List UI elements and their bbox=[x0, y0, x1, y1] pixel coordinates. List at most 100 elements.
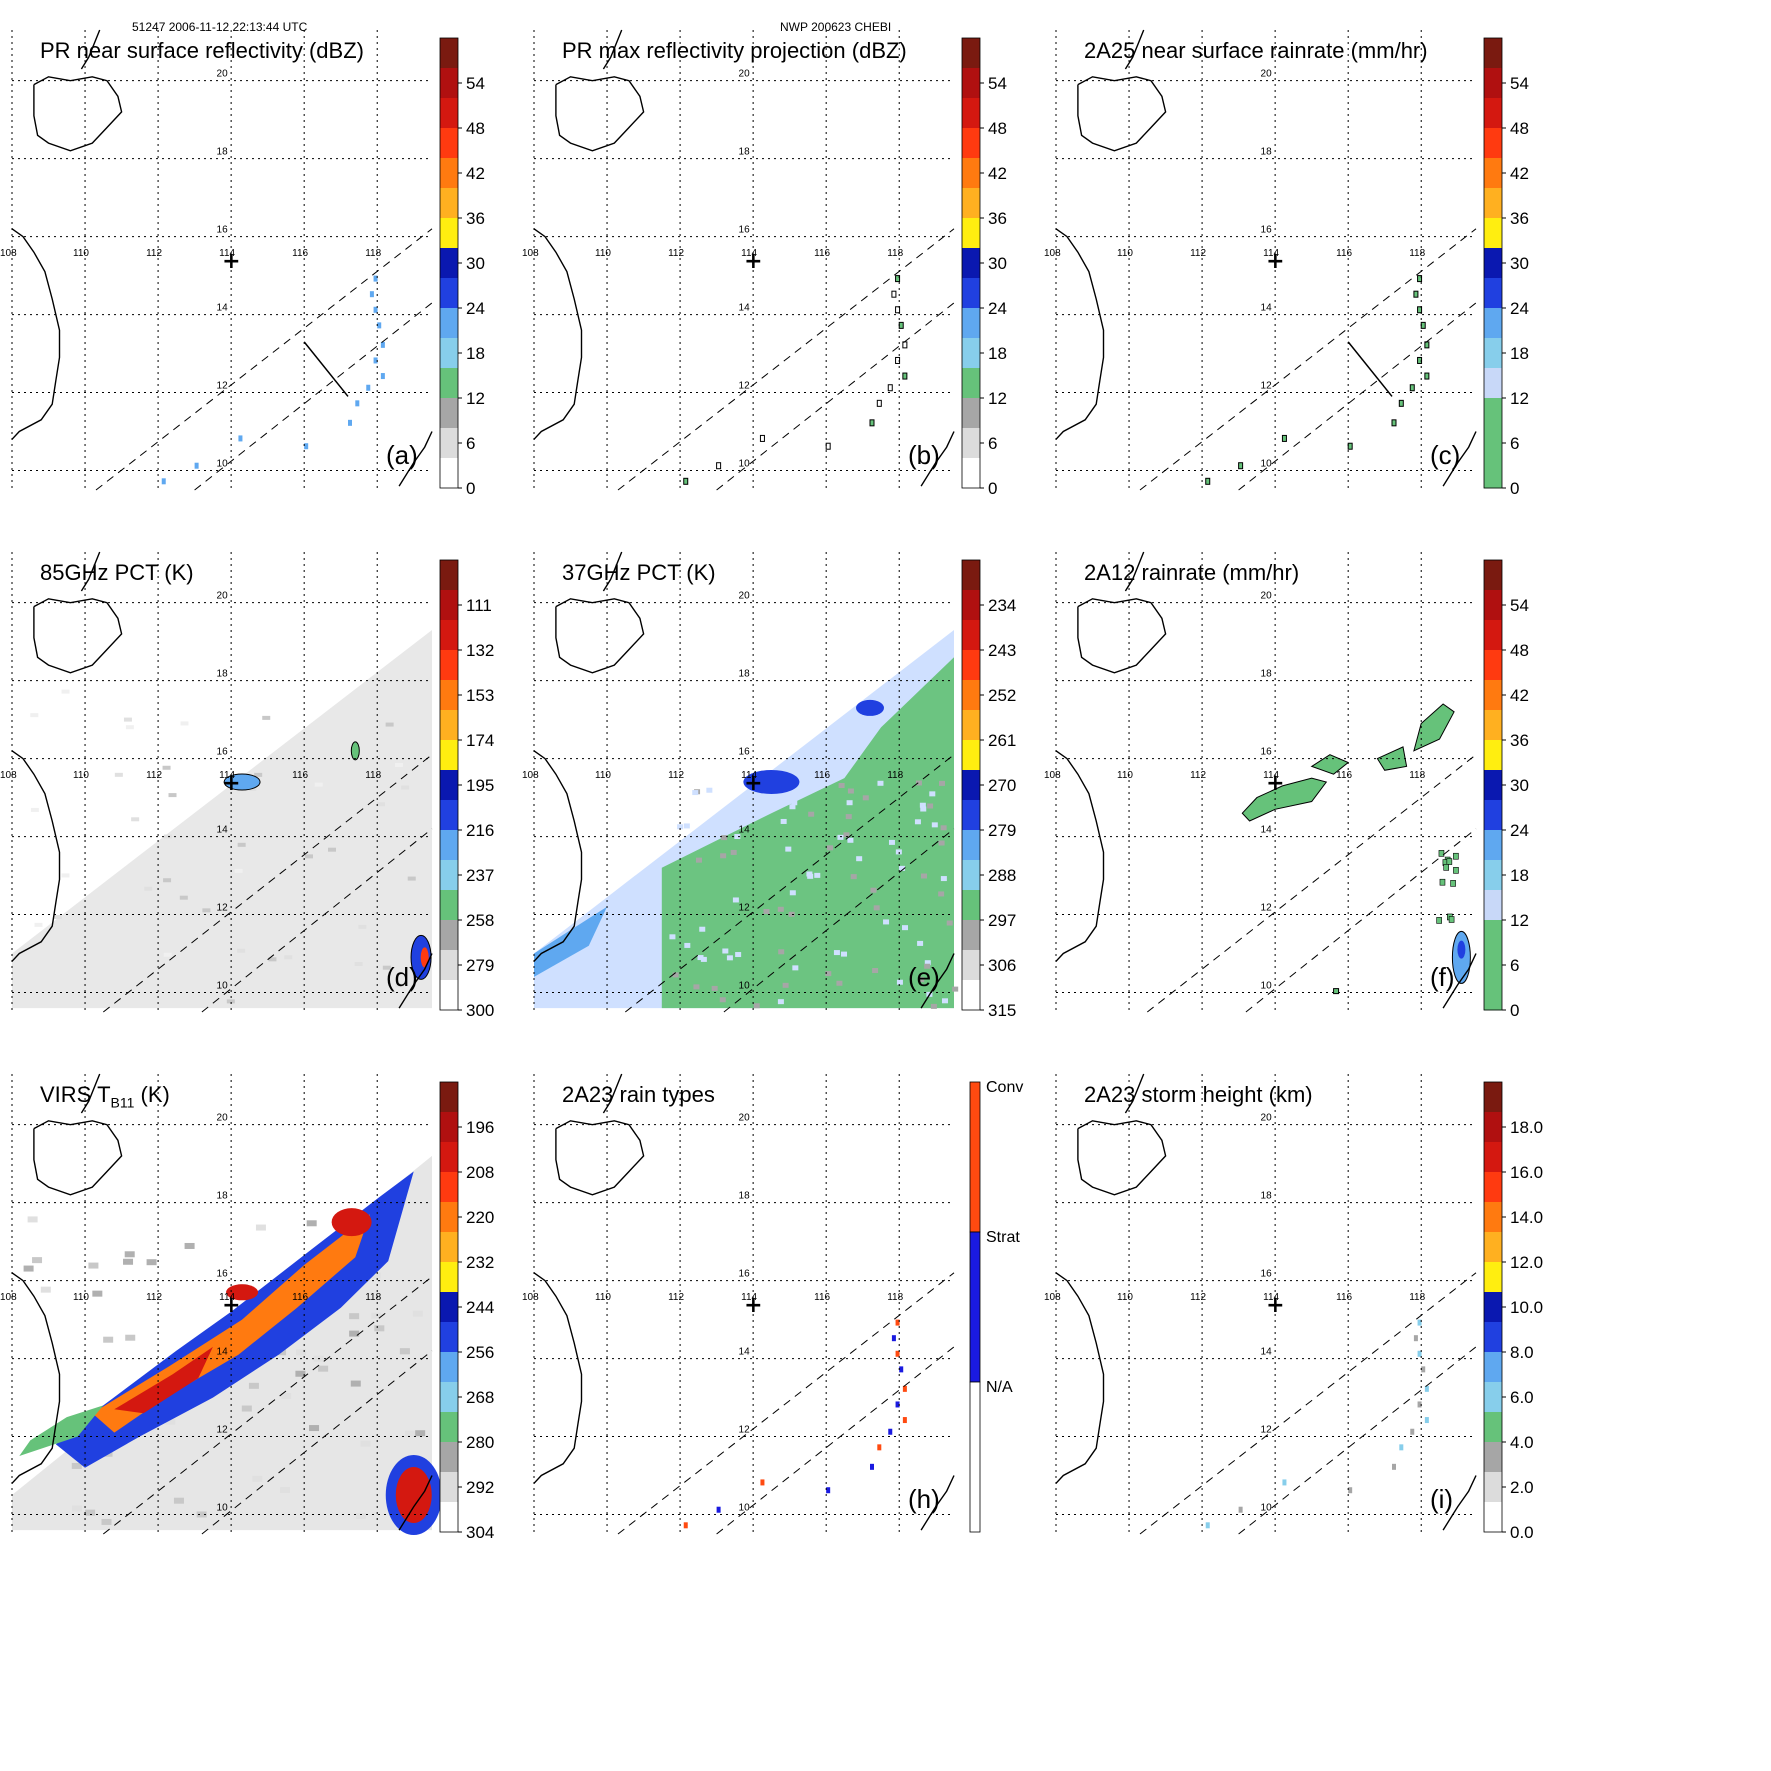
pct-pixel bbox=[706, 787, 713, 793]
colorbar-segment bbox=[1484, 620, 1502, 651]
colorbar-segment bbox=[440, 1442, 458, 1473]
rain-pixel bbox=[366, 384, 371, 391]
pct-pixel bbox=[895, 849, 902, 855]
colorbar-segment bbox=[962, 278, 980, 309]
pct-pixel bbox=[841, 951, 848, 957]
tb-pixel bbox=[123, 1258, 134, 1265]
colorbar-tick-label: 12.0 bbox=[1510, 1253, 1543, 1272]
panel-i-plot: 108 110 112 114 116 118101214161820+18.016.01… bbox=[1044, 1073, 1543, 1542]
colorbar-segment bbox=[1484, 68, 1502, 99]
pct-pixel bbox=[845, 814, 852, 820]
panel-title: VIRS TB11 (K) bbox=[40, 1082, 170, 1110]
rain-pixel bbox=[1391, 419, 1397, 427]
lat-tick-label: 18 bbox=[739, 1191, 751, 1202]
colorbar-tick-label: 42 bbox=[466, 164, 485, 183]
lon-tick-label: 114 bbox=[741, 770, 757, 781]
rain-pixel bbox=[161, 478, 166, 485]
colorbar-tick-label: 279 bbox=[466, 956, 494, 975]
rain-pixel bbox=[891, 1335, 896, 1342]
panel-title-text: 2A12 rainrate (mm/hr) bbox=[1084, 560, 1300, 585]
colorbar-tick-label: 174 bbox=[466, 731, 494, 750]
colorbar-segment bbox=[1484, 1112, 1502, 1143]
rain-pixel bbox=[380, 341, 385, 348]
pct-pixel bbox=[872, 968, 879, 974]
pct-pixel bbox=[938, 840, 945, 846]
colorbar-segment bbox=[440, 830, 458, 861]
lat-tick-label: 16 bbox=[739, 225, 751, 236]
pct-pixel bbox=[918, 977, 925, 983]
colorbar-segment bbox=[1484, 458, 1502, 489]
lon-tick-label: 118 bbox=[1409, 770, 1425, 781]
pct-pixel bbox=[711, 985, 718, 991]
colorbar-segment bbox=[440, 740, 458, 771]
colorbar-segment bbox=[440, 278, 458, 309]
pct-pixel bbox=[788, 911, 795, 917]
colorbar-tick-label: 0 bbox=[1510, 479, 1519, 498]
rain-pixel bbox=[194, 462, 199, 469]
colorbar: 54 48 42 36 30 24 18 12 6 0 bbox=[961, 37, 1007, 498]
pct-pixel bbox=[123, 717, 132, 722]
rain-pixel bbox=[1348, 1487, 1353, 1494]
colorbar-segment bbox=[440, 980, 458, 1011]
cloud-top-coldest bbox=[331, 1208, 372, 1237]
colorbar-segment bbox=[440, 428, 458, 459]
tb-pixel bbox=[349, 1330, 360, 1337]
rain-pixel bbox=[238, 435, 243, 442]
panel-title-unit: (K) bbox=[134, 1082, 170, 1107]
pr-swath-edge bbox=[1245, 828, 1477, 1013]
pct-pixel bbox=[789, 890, 796, 896]
lon-tick-label: 110 bbox=[1117, 770, 1133, 781]
colorbar-segment bbox=[440, 920, 458, 951]
tb-pixel bbox=[196, 1511, 207, 1518]
colorbar-segment bbox=[1484, 1412, 1502, 1443]
panel-label: (a) bbox=[386, 440, 418, 470]
panel-label: (d) bbox=[386, 962, 418, 992]
lon-tick-label: 114 bbox=[1263, 770, 1279, 781]
colorbar-tick-label: 0.0 bbox=[1510, 1523, 1534, 1542]
pct-pixel bbox=[61, 689, 70, 694]
pct-pixel bbox=[722, 948, 729, 954]
pct-pixel bbox=[877, 780, 884, 786]
cloud-edge bbox=[19, 1405, 104, 1456]
colorbar-tick-label: 48 bbox=[988, 119, 1007, 138]
colorbar-tick-label: 6.0 bbox=[1510, 1388, 1534, 1407]
colorbar-segment bbox=[1484, 1472, 1502, 1503]
colorbar-segment bbox=[969, 1231, 981, 1383]
colorbar-segment bbox=[962, 950, 980, 981]
rain-pixel bbox=[760, 1479, 765, 1486]
tb-pixel bbox=[146, 1259, 157, 1266]
pct-pixel bbox=[729, 815, 736, 821]
lat-tick-label: 14 bbox=[739, 825, 751, 836]
colorbar-segment bbox=[1484, 590, 1502, 621]
panel-title: PR max reflectivity projection (dBZ) bbox=[562, 38, 907, 64]
rain-pixel bbox=[1450, 880, 1456, 887]
panel-b-plot: 108 110 112 114 116 118 10 12 14 16 18 20 +54 48 42 36 3… bbox=[522, 29, 1007, 498]
lon-tick-label: 112 bbox=[1190, 1292, 1206, 1303]
colorbar-segment bbox=[962, 428, 980, 459]
panel-b: 108 110 112 114 116 118 10 12 14 16 18 20 +54 48 42 36 3… bbox=[522, 29, 1074, 570]
colorbar-tick-label: 54 bbox=[988, 74, 1007, 93]
colorbar-tick-label: 6 bbox=[988, 434, 997, 453]
pct-pixel bbox=[814, 872, 821, 878]
rain-pixel bbox=[1392, 1463, 1396, 1470]
lon-tick-label: 116 bbox=[814, 248, 830, 259]
coastline bbox=[33, 1120, 123, 1196]
tb-pixel bbox=[370, 1272, 381, 1279]
colorbar-segment bbox=[1484, 950, 1502, 981]
pct-pixel bbox=[30, 807, 39, 812]
colorbar-tick-label: 261 bbox=[988, 731, 1016, 750]
colorbar-segment bbox=[962, 98, 980, 129]
tb-pixel bbox=[281, 1392, 292, 1399]
colorbar-segment bbox=[962, 680, 980, 711]
panel-title-text: PR near surface reflectivity (dBZ) bbox=[40, 38, 364, 63]
coastline bbox=[555, 598, 645, 674]
colorbar-tick-label: 256 bbox=[466, 1343, 494, 1362]
pct-pixel bbox=[929, 791, 936, 797]
rain-pixel bbox=[377, 322, 382, 329]
pct-pixel bbox=[125, 725, 134, 730]
storm-center-marker: + bbox=[1266, 249, 1284, 274]
pct-pixel bbox=[838, 782, 845, 788]
panel-title-text: 37GHz PCT (K) bbox=[562, 560, 716, 585]
colorbar-segment bbox=[440, 950, 458, 981]
coastline bbox=[920, 953, 955, 1009]
